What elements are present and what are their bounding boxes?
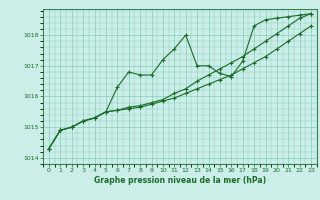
X-axis label: Graphe pression niveau de la mer (hPa): Graphe pression niveau de la mer (hPa)	[94, 176, 266, 185]
